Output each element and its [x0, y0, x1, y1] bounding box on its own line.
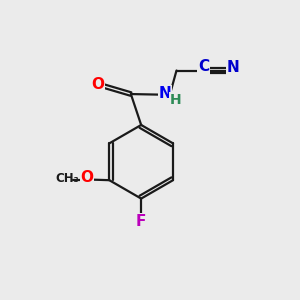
Text: CH₃: CH₃: [56, 172, 80, 185]
Text: N: N: [227, 60, 240, 75]
Text: C: C: [198, 59, 209, 74]
Text: O: O: [80, 170, 93, 185]
Text: F: F: [136, 214, 146, 229]
Text: H: H: [170, 93, 182, 107]
Text: O: O: [91, 76, 104, 92]
Text: N: N: [159, 86, 172, 101]
